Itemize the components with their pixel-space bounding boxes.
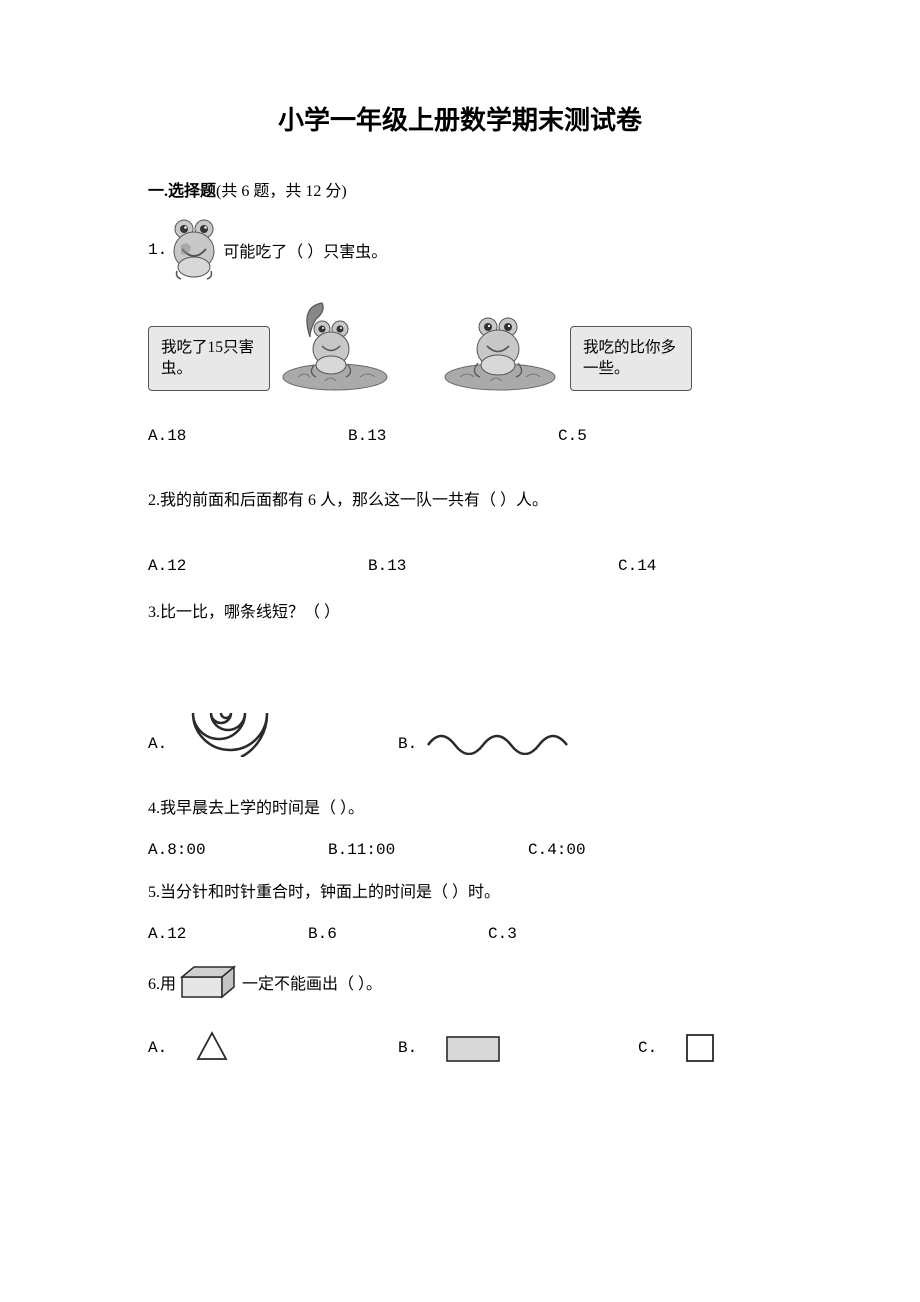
question-5: 5.当分针和时针重合时，钟面上的时间是（ ）时。	[148, 881, 772, 905]
spiral-icon	[173, 655, 281, 757]
q3-option-a-wrap: A.	[148, 655, 398, 757]
section-label-rest: (共 6 题，共 12 分)	[216, 183, 347, 200]
q6-prefix: 6.用	[148, 970, 176, 994]
q1-text: 可能吃了（ ）只害虫。	[223, 238, 387, 262]
question-4: 4.我早晨去上学的时间是（ ）。	[148, 797, 772, 821]
q6-option-c-wrap: C.	[638, 1033, 715, 1063]
page-title: 小学一年级上册数学期末测试卷	[148, 100, 772, 137]
frog-on-pad-right	[440, 299, 560, 391]
q1-scene: 我吃了15只害虫。 我吃的比你多一些。	[148, 299, 772, 391]
q6-option-a-wrap: A.	[148, 1029, 398, 1063]
q5-options: A.12 B.6 C.3	[148, 925, 772, 943]
square-icon	[685, 1033, 715, 1063]
q2-option-b: B.13	[368, 557, 618, 575]
speech-bubble-left: 我吃了15只害虫。	[148, 326, 270, 391]
q5-option-c: C.3	[488, 925, 517, 943]
question-6: 6.用 一定不能画出（ ）。	[148, 965, 772, 999]
q3-images: A. B.	[148, 655, 772, 757]
question-1-line: 1. 可能吃了（ ）只害虫。	[148, 219, 772, 281]
q1-options: A.18 B.13 C.5	[148, 427, 772, 445]
q1-option-c: C.5	[558, 427, 587, 445]
q6-options: A. B. C.	[148, 1029, 772, 1063]
frog-on-pad-left	[280, 299, 400, 391]
q5-option-b: B.6	[308, 925, 488, 943]
q4-option-a: A.8:00	[148, 841, 328, 859]
q6-option-b-wrap: B.	[398, 1035, 638, 1063]
frog-icon	[167, 219, 221, 281]
q6-suffix: 一定不能画出（ ）。	[242, 970, 382, 994]
q2-options: A.12 B.13 C.14	[148, 557, 772, 575]
q2-option-a: A.12	[148, 557, 368, 575]
q3-label-a: A.	[148, 735, 167, 753]
triangle-icon	[195, 1029, 229, 1063]
q1-option-a: A.18	[148, 427, 348, 445]
q4-options: A.8:00 B.11:00 C.4:00	[148, 841, 772, 859]
speech-bubble-right: 我吃的比你多一些。	[570, 326, 692, 391]
wave-icon	[423, 725, 583, 755]
question-3: 3.比一比，哪条线短？（ ）	[148, 601, 772, 625]
q5-option-a: A.12	[148, 925, 308, 943]
filled-rectangle-icon	[445, 1035, 501, 1063]
q4-option-c: C.4:00	[528, 841, 586, 859]
question-2: 2.我的前面和后面都有 6 人，那么这一队一共有（ ）人。	[148, 489, 772, 513]
cuboid-icon	[178, 965, 240, 999]
q3-option-b-wrap: B.	[398, 725, 583, 757]
section-header: 一.选择题(共 6 题，共 12 分)	[148, 177, 772, 201]
q6-option-a: A.	[148, 1039, 167, 1057]
q1-option-b: B.13	[348, 427, 558, 445]
q4-option-b: B.11:00	[328, 841, 528, 859]
q3-label-b: B.	[398, 735, 417, 753]
q1-number: 1.	[148, 241, 167, 259]
q6-option-c: C.	[638, 1039, 657, 1057]
section-label-bold: 一.选择题	[148, 183, 216, 200]
q6-option-b: B.	[398, 1039, 417, 1057]
q2-option-c: C.14	[618, 557, 656, 575]
